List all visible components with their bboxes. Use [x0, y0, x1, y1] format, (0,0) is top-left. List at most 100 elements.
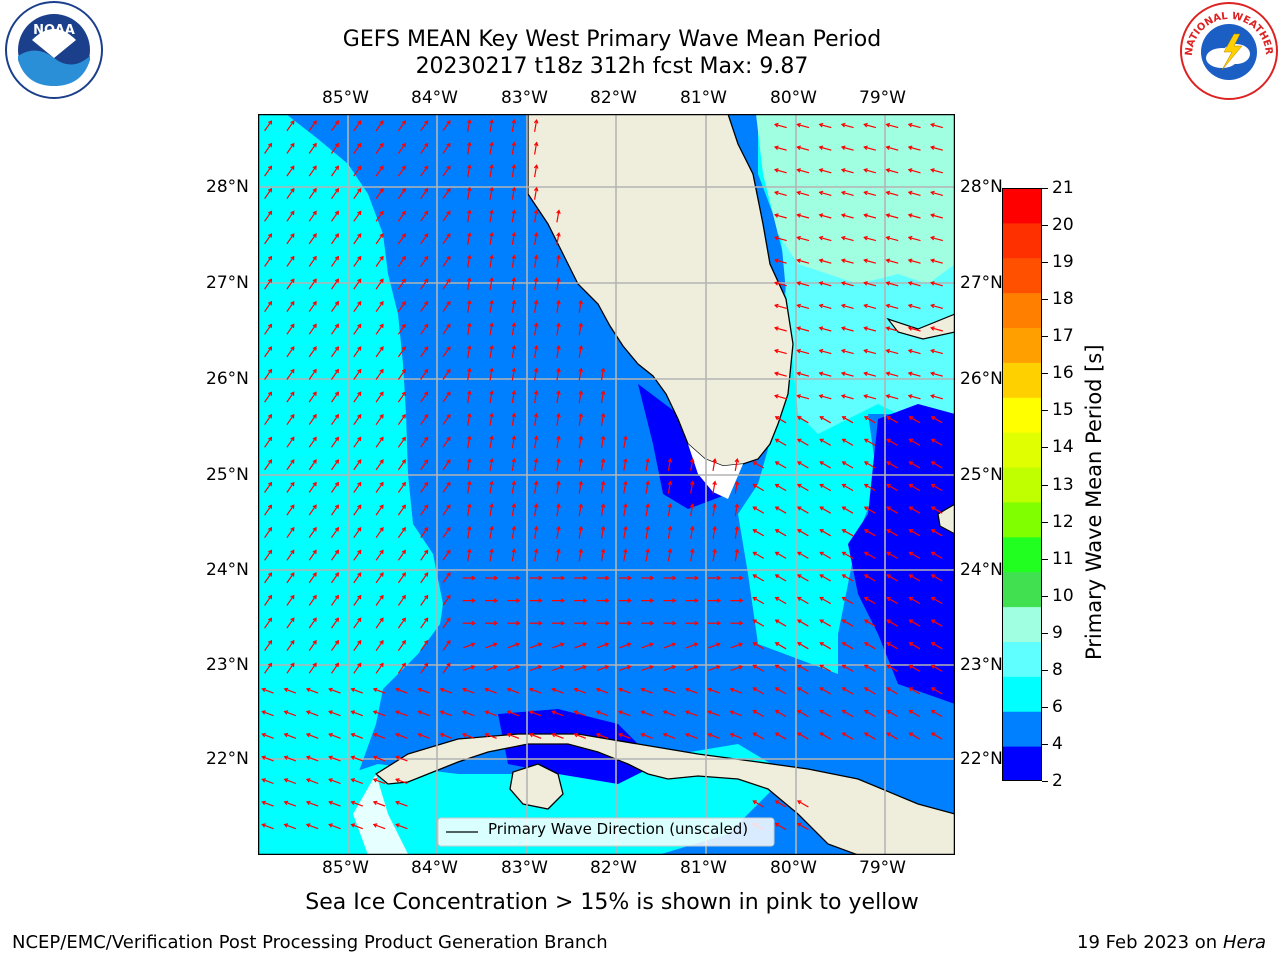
wave-arrow — [556, 255, 560, 268]
wave-arrow — [685, 688, 698, 694]
wave-arrow — [556, 549, 560, 562]
lat-tick-right: 27°N — [960, 273, 1003, 293]
wave-arrow — [596, 710, 609, 717]
wave-arrow — [886, 642, 898, 650]
wave-arrow — [712, 526, 716, 539]
wave-arrow — [467, 278, 471, 291]
wave-arrow-head — [328, 732, 333, 738]
colorbar-segment — [1002, 641, 1042, 677]
wave-arrow — [286, 595, 295, 606]
wave-arrow — [264, 527, 272, 539]
wave-arrow — [264, 617, 272, 629]
wave-arrow-head — [840, 122, 846, 128]
wave-arrow-head — [672, 598, 677, 603]
wave-arrow-head — [489, 548, 494, 553]
wave-arrow-head — [738, 598, 744, 603]
wave-arrow-head — [312, 278, 317, 283]
wave-arrow — [420, 572, 428, 584]
wave-arrow-head — [712, 548, 717, 553]
wave-arrow — [820, 574, 831, 582]
wave-arrow-head — [528, 732, 534, 738]
wave-arrow-head — [511, 231, 517, 237]
wave-arrow-head — [774, 687, 780, 692]
colorbar-segment — [1002, 571, 1042, 608]
wave-arrow — [353, 278, 362, 290]
wave-arrow-head — [908, 619, 914, 624]
wave-arrow — [841, 304, 854, 309]
wave-arrow-head — [773, 348, 779, 354]
wave-arrow — [420, 165, 428, 177]
wave-arrow — [775, 438, 787, 446]
wave-arrow-head — [907, 190, 913, 196]
wave-arrow — [467, 210, 471, 223]
wave-arrow-head — [357, 120, 362, 125]
colorbar-tick-label: 11 — [1052, 548, 1074, 569]
wave-arrow — [864, 236, 877, 242]
wave-arrow — [931, 574, 943, 582]
wave-arrow-head — [907, 122, 913, 128]
lon-tick-top: 85°W — [322, 88, 369, 108]
wave-arrow-head — [489, 164, 494, 169]
lat-tick-right: 25°N — [960, 465, 1003, 485]
wave-arrow-head — [752, 461, 757, 466]
wave-arrow-head — [930, 619, 936, 624]
wave-arrow — [489, 278, 493, 291]
colorbar-segment — [1002, 327, 1042, 363]
wave-arrow-head — [290, 459, 295, 464]
wave-arrow-head — [446, 504, 451, 509]
wave-arrow — [931, 642, 943, 650]
wave-arrow — [578, 526, 582, 539]
wave-arrow-head — [908, 664, 914, 669]
wave-arrow-head — [841, 732, 847, 737]
wave-arrow-head — [645, 480, 650, 486]
lat-tick-left: 24°N — [206, 560, 249, 580]
wave-arrow — [842, 461, 854, 469]
wave-arrow — [373, 778, 386, 785]
wave-arrow — [909, 484, 921, 492]
wave-arrow-head — [796, 371, 801, 376]
wave-arrow-head — [290, 413, 295, 419]
wave-arrow — [373, 801, 386, 807]
wave-arrow-head — [796, 168, 801, 173]
wave-arrow — [886, 687, 898, 695]
wave-arrow — [820, 438, 831, 446]
wave-arrow-head — [515, 665, 521, 670]
wave-arrow-head — [357, 300, 362, 306]
wave-arrow — [820, 461, 831, 469]
wave-arrow-head — [551, 732, 556, 738]
wave-arrow-head — [818, 348, 824, 354]
wave-arrow-head — [446, 300, 451, 306]
colorbar-tick-label: 9 — [1052, 622, 1063, 643]
wave-arrow — [353, 482, 362, 493]
wave-arrow — [286, 369, 295, 380]
wave-arrow — [931, 123, 943, 129]
wave-arrow — [820, 484, 831, 492]
wave-arrow-head — [734, 503, 740, 508]
wave-arrow — [467, 232, 471, 246]
wave-arrow — [485, 643, 497, 649]
wave-arrow — [397, 640, 406, 652]
wave-arrow — [511, 255, 515, 268]
wave-arrow — [308, 414, 317, 426]
wave-arrow — [467, 165, 471, 178]
wave-arrow-head — [556, 299, 561, 305]
wave-arrow-head — [424, 481, 429, 487]
colorbar-tick-label: 4 — [1052, 733, 1063, 754]
wave-arrow — [442, 504, 451, 516]
wave-arrow-head — [667, 503, 673, 508]
wave-arrow — [442, 165, 451, 177]
wave-arrow — [819, 349, 832, 355]
wave-arrow-head — [818, 145, 824, 150]
wave-arrow — [753, 529, 765, 537]
wave-arrow-head — [290, 300, 295, 306]
wave-arrow — [645, 549, 649, 562]
wave-arrow — [507, 733, 520, 739]
wave-arrow — [775, 416, 787, 424]
wave-arrow — [775, 664, 787, 672]
colorbar-tick-mark — [1042, 447, 1048, 449]
footer-credit: NCEP/EMC/Verification Post Processing Pr… — [12, 932, 608, 953]
wave-arrow — [375, 437, 384, 448]
wave-arrow — [308, 572, 317, 584]
wave-arrow-head — [424, 549, 429, 555]
wave-arrow — [797, 259, 810, 264]
